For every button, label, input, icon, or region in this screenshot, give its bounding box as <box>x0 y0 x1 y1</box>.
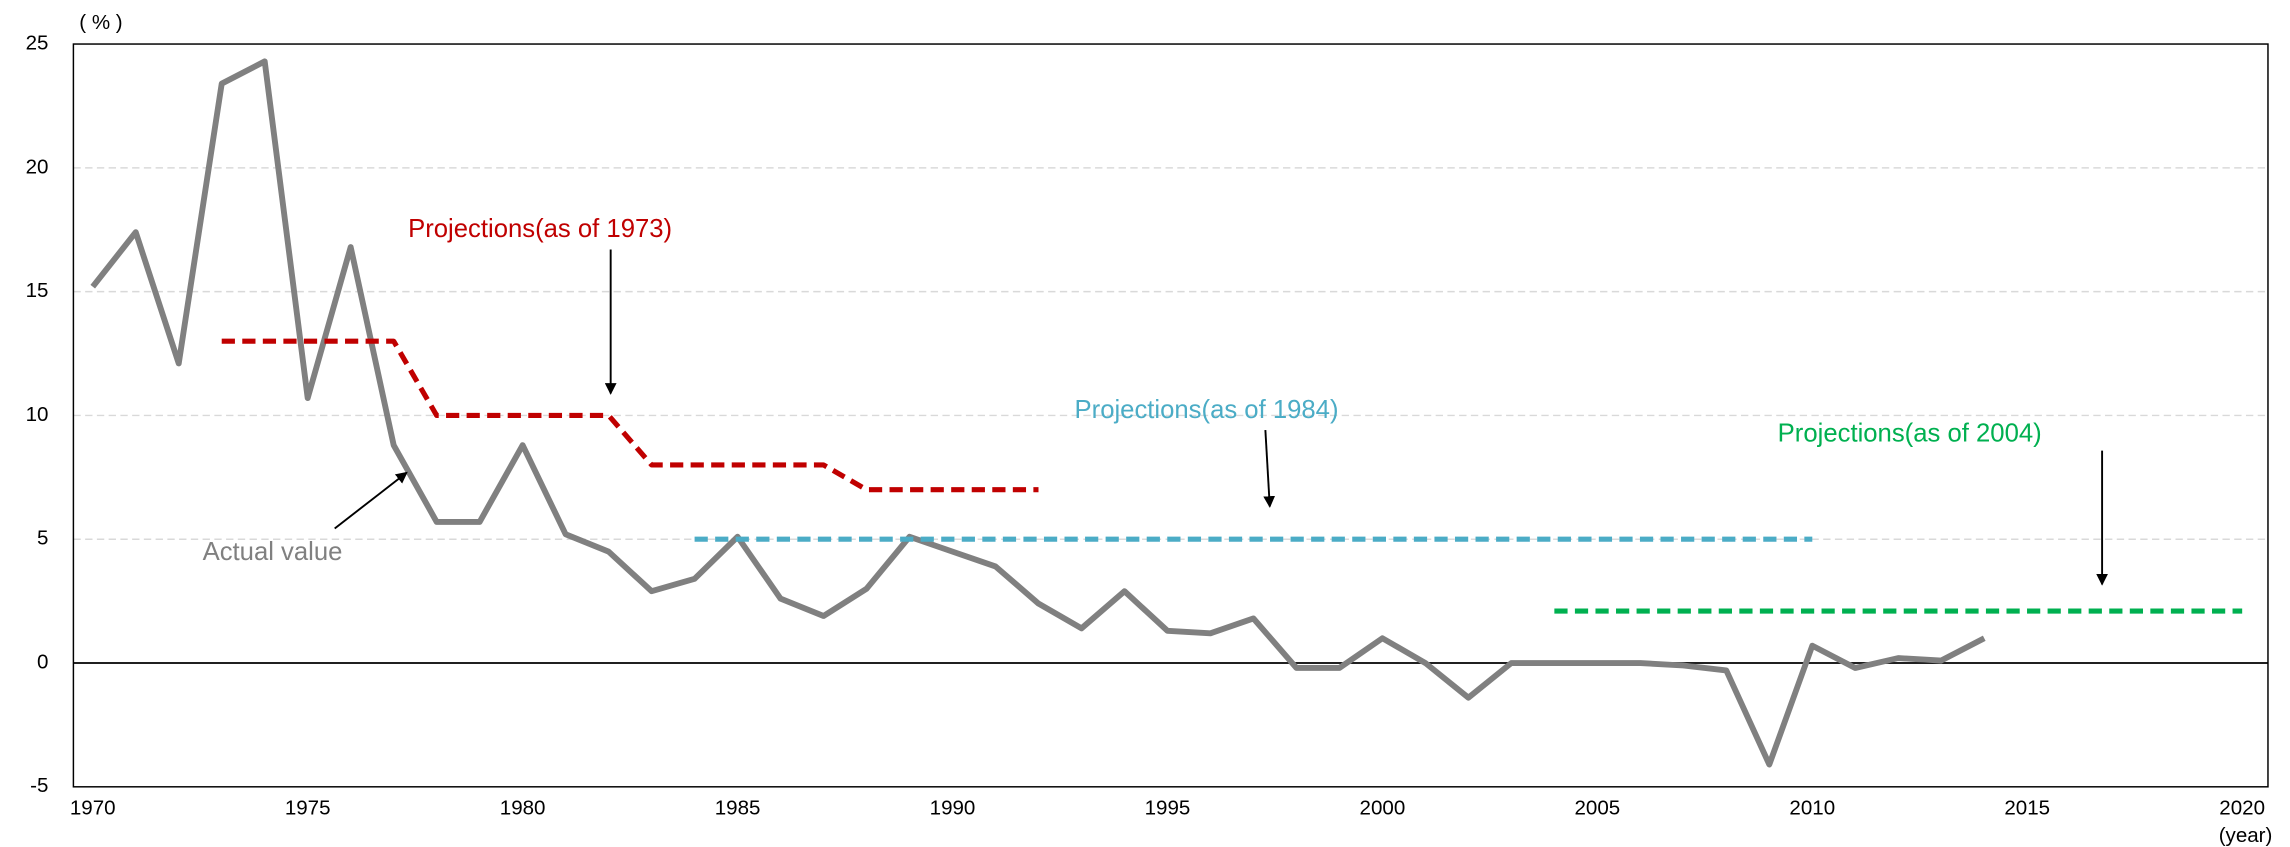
x-tick-label: 1985 <box>715 796 761 819</box>
y-tick-label: 15 <box>26 279 49 302</box>
x-tick-label: 1995 <box>1145 796 1191 819</box>
y-tick-label: 10 <box>26 403 49 426</box>
arrow <box>334 471 408 530</box>
y-tick-label: 20 <box>26 155 49 178</box>
lines <box>90 58 2243 768</box>
annotation: Projections(as of 1984) <box>1075 396 1339 424</box>
arrow <box>1263 430 1276 508</box>
y-tick-label: -5 <box>30 774 48 797</box>
x-tick-label: 2005 <box>1574 796 1620 819</box>
series-line <box>221 338 1039 493</box>
y-tick-label: 0 <box>37 650 48 673</box>
y-tick-label: 25 <box>26 31 49 54</box>
y-unit: ( % ) <box>79 11 122 34</box>
x-unit: (year) <box>2219 824 2273 847</box>
x-tick-label: 2015 <box>2004 796 2050 819</box>
x-tick-label: 2020 <box>2219 796 2265 819</box>
annotation: Projections(as of 2004) <box>1778 419 2042 447</box>
annotation: Projections(as of 1973) <box>408 215 672 243</box>
x-tick-label: 1990 <box>930 796 976 819</box>
plot-frame <box>72 43 2269 788</box>
x-tick-label: 1975 <box>285 796 331 819</box>
x-tick-label: 2010 <box>1789 796 1835 819</box>
x-tick-label: 2000 <box>1360 796 1406 819</box>
series-line <box>90 58 1986 768</box>
annotation: Actual value <box>203 538 343 566</box>
grid <box>73 167 2268 664</box>
x-tick-label: 1970 <box>70 796 116 819</box>
x-tick-label: 1980 <box>500 796 546 819</box>
y-tick-label: 5 <box>37 527 48 550</box>
